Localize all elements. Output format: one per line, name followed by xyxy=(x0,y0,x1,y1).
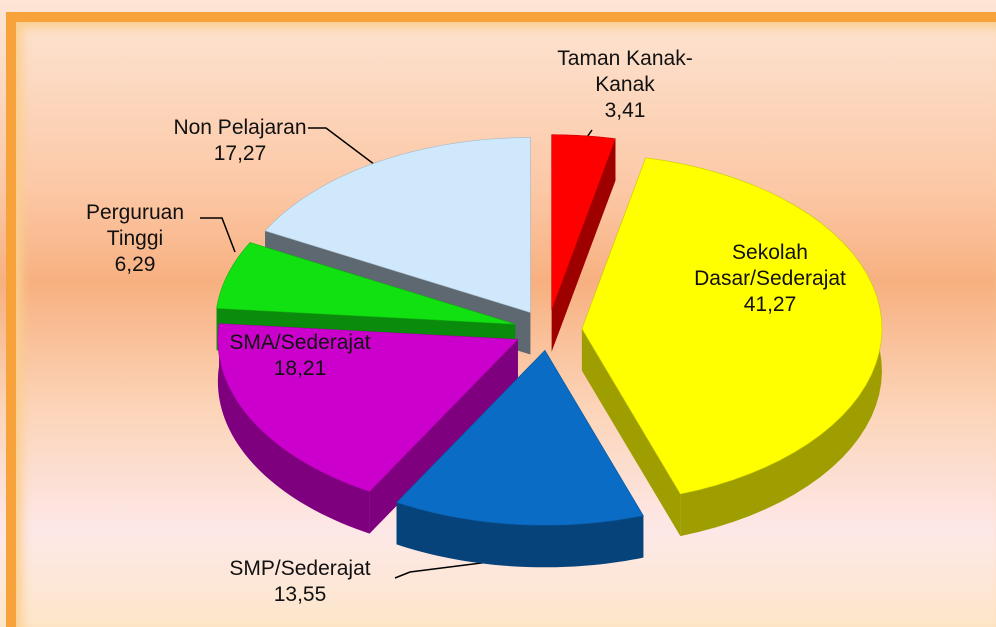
leader-line xyxy=(200,217,236,253)
slice-top xyxy=(216,242,516,325)
slice-top xyxy=(396,349,644,526)
category-label: Taman Kanak-Kanak xyxy=(557,47,693,96)
leader-line xyxy=(308,127,396,181)
slice-wall xyxy=(396,502,644,568)
category-label: Non Pelajaran xyxy=(173,116,307,139)
category-label: Sekolah Dasar/Sederajat xyxy=(694,241,846,290)
slice-top xyxy=(551,134,616,310)
value-label: 18,21 xyxy=(273,357,327,380)
category-label: SMA/Sederajat xyxy=(229,331,371,354)
data-label: SMA/Sederajat 18,21 xyxy=(200,330,400,382)
data-label: Taman Kanak-Kanak 3,41 xyxy=(530,46,720,124)
value-label: 6,29 xyxy=(114,253,156,276)
data-label: Sekolah Dasar/Sederajat 41,27 xyxy=(660,240,880,318)
slice-side xyxy=(581,328,681,537)
value-label: 3,41 xyxy=(604,99,646,122)
category-label: Perguruan Tinggi xyxy=(85,201,185,250)
slice xyxy=(581,157,883,537)
data-label: Non Pelajaran 17,27 xyxy=(150,115,330,167)
leader-line xyxy=(394,559,506,579)
value-label: 13,55 xyxy=(273,583,327,606)
slice-side xyxy=(551,138,616,352)
slice-top xyxy=(581,157,883,495)
slice-top xyxy=(217,323,519,492)
value-label: 41,27 xyxy=(743,293,797,316)
value-label: 17,27 xyxy=(213,142,267,165)
category-label: SMP/Sederajat xyxy=(229,557,371,580)
data-label: Perguruan Tinggi 6,29 xyxy=(70,200,200,278)
slice-wall xyxy=(217,323,370,534)
slice xyxy=(396,349,644,568)
data-label: SMP/Sederajat 13,55 xyxy=(200,556,400,608)
slice-side xyxy=(369,339,518,534)
slice-top xyxy=(264,137,531,313)
slice xyxy=(551,134,616,352)
slice xyxy=(217,323,519,534)
